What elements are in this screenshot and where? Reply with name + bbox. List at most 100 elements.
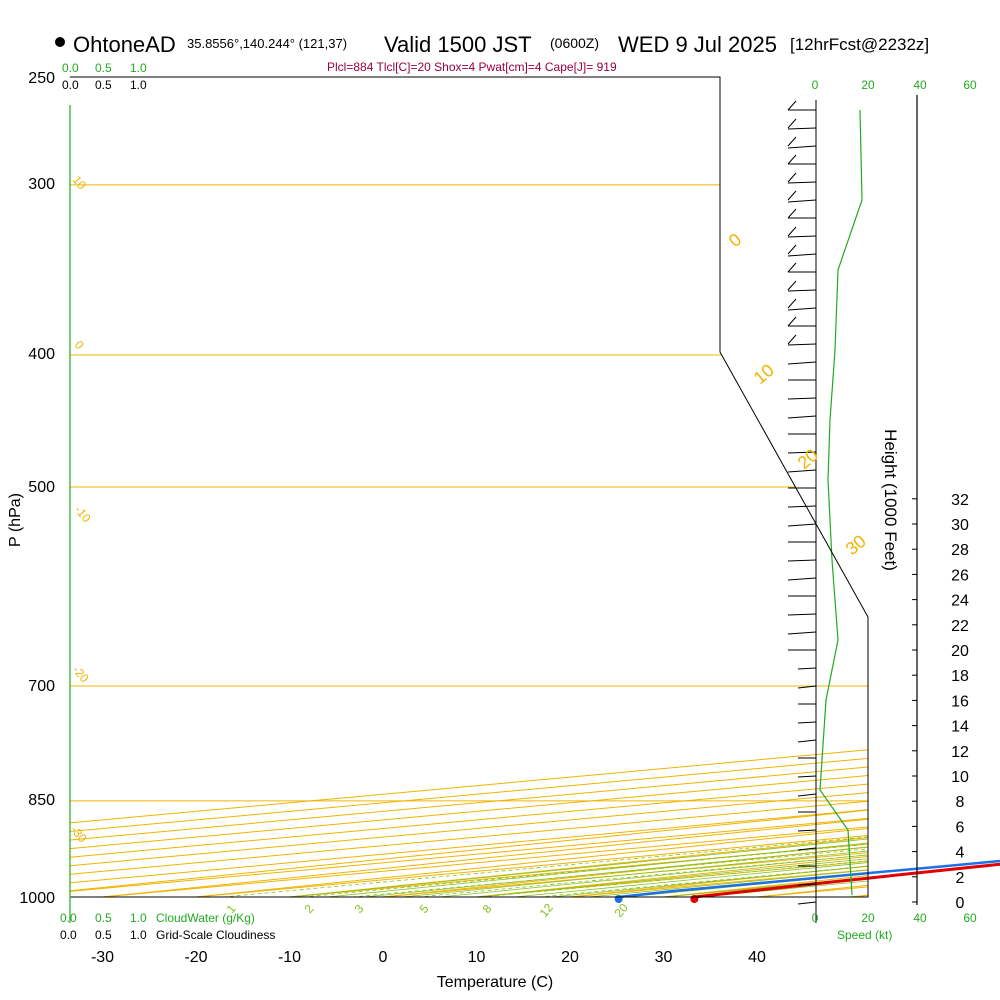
mixing-ratio-label: 12 (537, 900, 557, 919)
mixing-ratio-label: 8 (480, 902, 495, 916)
mixing-ratio-label: 20 (612, 900, 632, 919)
mixing-ratio-line (614, 594, 868, 897)
wind-barb (787, 127, 817, 130)
wind-barb (787, 559, 817, 562)
valid-time: Valid 1500 JST (384, 32, 532, 57)
wind-barb (797, 883, 817, 886)
sounding-params: Plcl=884 Tlcl[C]=20 Shox=4 Pwat[cm]=4 Ca… (327, 60, 617, 74)
wind-barb-feather (787, 316, 797, 327)
isotherm-line (70, 77, 868, 897)
mixing-ratio-label: 2 (302, 902, 317, 916)
wind-barb-feather (787, 100, 797, 111)
height-tick-label: 24 (951, 593, 969, 610)
wind-barb (787, 469, 817, 473)
temperature-tick-label: 20 (561, 949, 579, 966)
wind-barb (797, 793, 817, 797)
cloud-scale-tick: 0.0 (60, 928, 77, 942)
profiles (614, 859, 1000, 903)
mixing-ratio-label: 5 (417, 902, 432, 916)
height-tick-label: 12 (951, 744, 969, 761)
wind-barb (787, 253, 817, 257)
dry-adiabat-line (476, 99, 868, 897)
height-tick-label: 16 (951, 693, 969, 710)
temperature-tick-label: 30 (655, 949, 673, 966)
speed-label: Speed (kt) (837, 928, 892, 942)
wind-barb (797, 685, 817, 689)
valid-zulu: (0600Z) (550, 35, 599, 51)
cloud-scale-tick: 1.0 (130, 911, 147, 925)
station-coords: 35.8556°,140.244° (121,37) (187, 36, 347, 51)
cloud-scale-tick: 0.0 (60, 911, 77, 925)
isotherm-label: 10 (750, 360, 778, 388)
height-tick-label: 26 (951, 567, 969, 584)
wind-barb (797, 775, 817, 778)
wind-barb-feather (787, 154, 797, 165)
dry-adiabat-line (663, 99, 868, 897)
wind-barb-feather (787, 136, 797, 147)
wind-barb (787, 289, 817, 292)
height-tick-label: 14 (951, 719, 969, 736)
wind-barb (787, 415, 817, 419)
dry-adiabat-line (850, 99, 868, 897)
wind-speed-line (819, 109, 863, 896)
forecast-label: [12hrFcst@2232z] (790, 35, 929, 54)
wind-barb (787, 307, 817, 311)
speed-tick-label: 40 (913, 78, 927, 92)
valid-date: WED 9 Jul 2025 (618, 32, 777, 57)
cloud-scale-tick: 0.5 (95, 911, 112, 925)
height-tick-label: 20 (951, 643, 969, 660)
speed-tick-label: 60 (963, 911, 977, 925)
height-tick-label: 8 (956, 794, 965, 811)
cloud-scale-tick: 1.0 (130, 928, 147, 942)
height-tick-label: 32 (951, 492, 969, 509)
wind-barb (787, 145, 817, 149)
height-tick-label: 4 (956, 845, 965, 862)
mixing-ratio-label: 3 (352, 902, 367, 916)
height-tick-label: 18 (951, 668, 969, 685)
temperature-tick-label: 0 (379, 949, 388, 966)
dry-adiabat-line (569, 99, 868, 897)
speed-tick-label: 20 (861, 911, 875, 925)
wind-barb (787, 613, 817, 616)
isotherm-line (850, 77, 868, 897)
mixing-ratio-line (222, 594, 868, 897)
cloud-scale-tick: 1.0 (130, 61, 147, 75)
cloudiness-label: Grid-Scale Cloudiness (156, 928, 275, 942)
height-tick-label: 22 (951, 618, 969, 635)
wind-barb-feather (787, 172, 797, 183)
isotherm-line (70, 77, 868, 897)
wind-barb-feather (787, 298, 797, 309)
speed-tick-label: 40 (913, 911, 927, 925)
speed-tick-label: 60 (963, 78, 977, 92)
pressure-tick-label: 250 (28, 70, 55, 87)
isotherm-label: 20 (794, 445, 822, 473)
wind-barb (787, 505, 817, 508)
y-axis-label: P (hPa) (7, 493, 24, 547)
isotherm-line (70, 77, 868, 897)
surface-temperature-point (690, 895, 699, 903)
pressure-tick-label: 700 (28, 678, 55, 695)
wind-barb-feather (787, 262, 797, 273)
pressure-tick-label: 1000 (19, 890, 55, 907)
height-tick-label: 28 (951, 542, 969, 559)
mixing-ratio-line (352, 594, 868, 897)
wind-barb-feather (787, 118, 797, 129)
wind-barb (797, 901, 817, 905)
dry-adiabat-label: -10 (72, 503, 94, 526)
x-axis-label: Temperature (C) (437, 974, 553, 991)
dry-adiabat-line (195, 99, 868, 897)
wind-barb (787, 361, 817, 365)
wind-barb (787, 631, 817, 635)
wind-barb (787, 523, 817, 527)
isotherm-line (70, 77, 868, 897)
cloud-scale-tick: 0.5 (95, 78, 112, 92)
wind-barb-feather (787, 190, 797, 201)
isotherm-line (70, 77, 868, 897)
pressure-tick-label: 850 (28, 792, 55, 809)
wind-barb (787, 343, 817, 346)
cloud-scale-tick: 0.5 (95, 928, 112, 942)
wind-barb (797, 847, 817, 851)
isotherm-label: 30 (842, 531, 870, 559)
temperature-tick-label: -20 (184, 949, 207, 966)
